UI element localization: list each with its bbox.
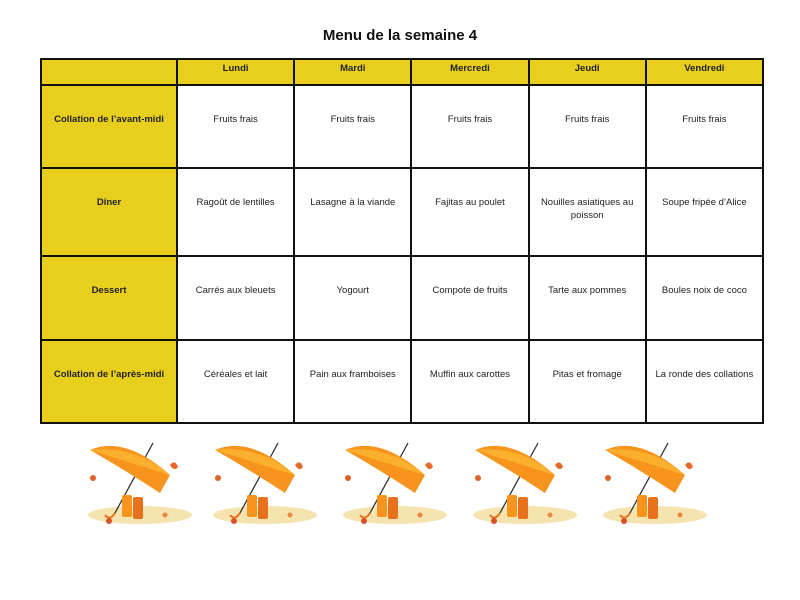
- menu-cell: Fajitas au poulet: [410, 167, 530, 257]
- menu-table: Lundi Mardi Mercredi Jeudi Vendredi Coll…: [40, 58, 765, 424]
- menu-cell: Carrés aux bleuets: [175, 255, 296, 341]
- decoration-strip: [0, 435, 800, 530]
- menu-cell: Pain aux framboises: [293, 339, 413, 424]
- menu-cell: Yogourt: [293, 255, 413, 341]
- menu-cell: Boules noix de coco: [644, 255, 765, 341]
- menu-cell: Nouilles asiatiques au poisson: [527, 167, 647, 257]
- menu-cell: Ragoût de lentilles: [175, 167, 296, 257]
- umbrella-rain-boots-icon: [213, 442, 317, 524]
- menu-cell: Fruits frais: [293, 84, 413, 169]
- table-row: Dessert Carrés aux bleuets Yogourt Compote …: [40, 255, 765, 341]
- umbrella-rain-boots-icon: [473, 442, 577, 524]
- header-empty: [40, 58, 178, 86]
- header-day: Mercredi: [410, 58, 530, 86]
- menu-cell: Fruits frais: [175, 84, 296, 169]
- table-row: Collation de l’avant-midi Fruits frais Fru…: [40, 84, 765, 169]
- umbrella-rain-boots-icon: [343, 442, 447, 524]
- umbrella-rain-boots-icon: [88, 442, 192, 524]
- header-day: Jeudi: [527, 58, 647, 86]
- row-label: Dîner: [40, 167, 178, 257]
- header-day: Mardi: [293, 58, 413, 86]
- menu-cell: Fruits frais: [527, 84, 647, 169]
- menu-cell: Soupe fripée d’Alice: [644, 167, 765, 257]
- menu-cell: La ronde des collations: [644, 339, 765, 424]
- menu-cell: Céréales et lait: [175, 339, 296, 424]
- menu-cell: Tarte aux pommes: [527, 255, 647, 341]
- row-label: Collation de l’avant-midi: [40, 84, 178, 169]
- row-label: Dessert: [40, 255, 178, 341]
- header-day: Lundi: [175, 58, 296, 86]
- header-day: Vendredi: [644, 58, 765, 86]
- menu-cell: Compote de fruits: [410, 255, 530, 341]
- menu-cell: Fruits frais: [644, 84, 765, 169]
- table-row: Collation de l’après-midi Céréales et lai…: [40, 339, 765, 424]
- table-row: Dîner Ragoût de lentilles Lasagne à la via…: [40, 167, 765, 257]
- menu-cell: Fruits frais: [410, 84, 530, 169]
- menu-cell: Muffin aux carottes: [410, 339, 530, 424]
- page-title: Menu de la semaine 4: [322, 27, 478, 44]
- umbrella-rain-boots-icon: [603, 442, 707, 524]
- menu-cell: Lasagne à la viande: [293, 167, 413, 257]
- row-label: Collation de l’après-midi: [40, 339, 178, 424]
- menu-cell: Pitas et fromage: [527, 339, 647, 424]
- header-row: Lundi Mardi Mercredi Jeudi Vendredi: [40, 58, 765, 86]
